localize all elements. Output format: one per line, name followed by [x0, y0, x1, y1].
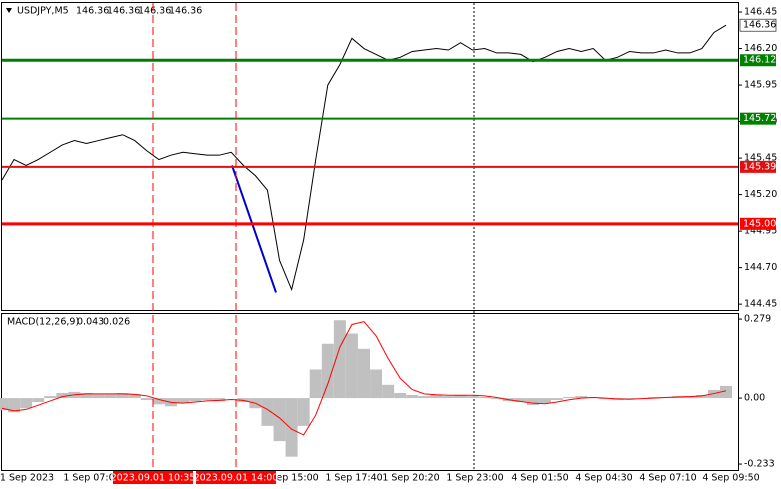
macd-bar	[140, 398, 153, 401]
level-label: 145.72	[743, 113, 776, 124]
macd-bar	[333, 320, 346, 399]
macd-bar	[116, 392, 129, 399]
y-tick-label: 144.70	[744, 262, 777, 273]
macd-bar	[104, 394, 117, 399]
macd-bar	[430, 394, 443, 399]
y-tick-label: 145.20	[744, 189, 777, 200]
x-tick-label: 4 Sep 01:50	[511, 473, 568, 484]
x-tick-label: 4 Sep 09:50	[702, 473, 759, 484]
y-tick-label: 144.95	[744, 226, 777, 237]
macd-bar	[32, 398, 45, 403]
last-price-label: 146.36	[743, 20, 776, 31]
macd-bar	[128, 394, 141, 399]
macd-bar	[0, 398, 8, 411]
level-label-box	[740, 160, 776, 173]
y-tick-label: 146.20	[744, 43, 777, 54]
level-label-box	[740, 54, 776, 67]
macd-bar	[394, 392, 407, 399]
macd-value: 0.043	[77, 317, 104, 328]
x-tick-label: 1 Sep 23:00	[446, 473, 503, 484]
y-tick-label: 0.00	[744, 393, 765, 404]
trendline	[231, 165, 277, 293]
macd-bar	[514, 398, 527, 403]
price-frame	[1, 2, 739, 311]
x-tick-label: 4 Sep 04:30	[575, 473, 632, 484]
macd-bar	[20, 398, 33, 409]
x-tick-label: 4 Sep 07:10	[639, 473, 696, 484]
y-tick-label: 144.45	[744, 299, 777, 310]
macd-bar	[647, 396, 660, 399]
macd-bar	[177, 398, 189, 404]
macd-bar	[56, 392, 69, 399]
menu-arrow	[6, 8, 12, 13]
macd-bar	[575, 396, 588, 399]
macd-bar	[92, 394, 105, 399]
macd-bar	[370, 369, 383, 399]
level-label: 145.00	[743, 218, 776, 229]
level-label: 146.12	[743, 55, 776, 66]
macd-bar	[8, 398, 21, 413]
macd-bar	[80, 392, 93, 399]
macd-bar	[213, 398, 226, 402]
signal-line	[1, 321, 727, 436]
macd-bar	[695, 394, 708, 399]
macd-bar	[321, 343, 334, 399]
x-tick-label: 1 Sep 20:20	[382, 473, 439, 484]
level-label: 145.39	[743, 161, 776, 172]
marker-label: 2023.09.01 10:35	[111, 473, 196, 484]
macd-bar	[720, 385, 732, 399]
macd-bar	[478, 396, 491, 399]
symbol-title: USDJPY,M5	[17, 6, 69, 17]
macd-bar	[442, 396, 455, 399]
macd-bar	[599, 398, 612, 400]
macd-bar	[539, 398, 551, 404]
macd-bar	[418, 396, 431, 399]
x-tick-label: 1 Sep 07:00	[63, 473, 120, 484]
macd-bar	[261, 398, 274, 426]
macd-bar	[44, 396, 57, 399]
macd-bar	[551, 398, 564, 401]
marker-label-box	[196, 471, 276, 484]
level-label-box	[740, 217, 776, 230]
signal-value: 0.026	[103, 317, 130, 328]
macd-title: MACD(12,26,9)	[7, 317, 79, 328]
macd-bar	[152, 398, 165, 405]
macd-bar	[201, 398, 214, 401]
macd-bar	[285, 398, 298, 457]
marker-label: 2023.09.01 14:00	[194, 473, 279, 484]
macd-bar	[273, 398, 286, 442]
level-label-box	[740, 112, 776, 125]
macd-bar	[454, 394, 467, 399]
macd-bar	[466, 396, 479, 399]
x-tick-label: 1 Sep 17:40	[325, 473, 382, 484]
macd-bar	[189, 398, 202, 402]
macd-bar	[526, 398, 539, 406]
x-tick-label: 1 Sep 2023	[0, 473, 54, 484]
y-tick-label: -0.233	[744, 459, 775, 470]
macd-frame	[1, 313, 739, 471]
macd-bar	[406, 394, 419, 399]
macd-bar	[623, 398, 636, 400]
ohlc-value: 146.36	[169, 6, 202, 17]
last-price-box	[739, 18, 777, 32]
y-tick-label: 0.279	[744, 314, 771, 325]
marker-label-box	[113, 471, 193, 484]
x-tick-label: 1 Sep 15:00	[261, 473, 318, 484]
macd-bar	[297, 398, 310, 426]
macd-bar	[382, 384, 395, 399]
ohlc-value: 146.36	[138, 6, 171, 17]
ohlc-value: 146.36	[107, 6, 140, 17]
y-tick-label: 145.45	[744, 153, 777, 164]
y-tick-label: 145.95	[744, 80, 777, 91]
y-tick-label: 146.45	[744, 7, 777, 18]
macd-bar	[345, 333, 358, 399]
macd-bar	[358, 348, 370, 399]
macd-bar	[309, 369, 322, 399]
ohlc-value: 146.36	[76, 6, 109, 17]
macd-bar	[490, 398, 503, 400]
macd-bar	[563, 396, 576, 399]
